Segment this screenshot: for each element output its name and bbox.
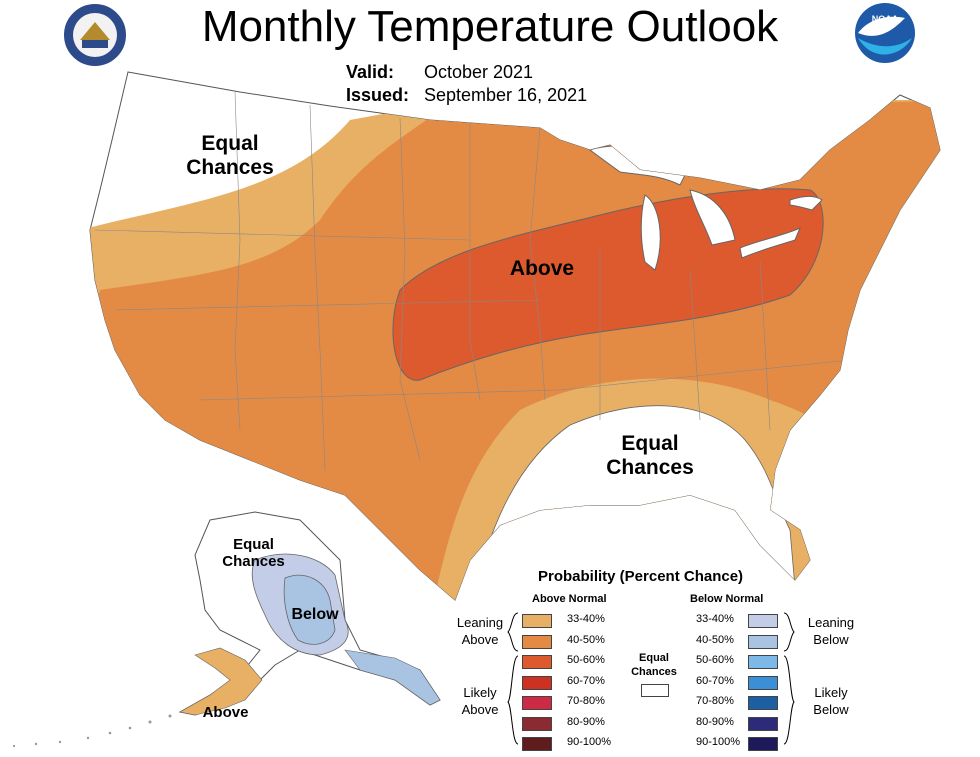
noaa-logo-text: NOAA — [872, 14, 899, 24]
legend-above-swatch — [522, 614, 552, 628]
legend-equal-swatch — [641, 684, 669, 697]
noaa-logo-icon — [855, 3, 915, 63]
valid-row: Valid: October 2021 — [346, 62, 533, 83]
legend-below-range: 40-50% — [696, 633, 734, 646]
legend-likely-below: Likely Below — [813, 685, 849, 717]
legend-above-swatch — [522, 696, 552, 710]
legend-below-header: Below Normal — [690, 593, 764, 605]
legend-above-swatch — [522, 716, 552, 731]
legend-above-range: 80-90% — [567, 715, 605, 728]
legend-above-swatch — [522, 655, 552, 669]
page-title: Monthly Temperature Outlook — [201, 2, 779, 51]
alaska-above-region — [179, 647, 263, 716]
legend-below-range: 60-70% — [696, 674, 734, 687]
region-label-center: Above — [509, 257, 575, 280]
legend-above-range: 90-100% — [567, 736, 612, 748]
issued-value: September 16, 2021 — [424, 85, 588, 105]
legend-below-range: 80-90% — [696, 715, 734, 728]
region-label-ak-top: Equal Chances — [222, 536, 285, 570]
legend-above-range: 40-50% — [567, 633, 605, 646]
legend-title: Probability (Percent Chance) — [538, 568, 744, 585]
legend-right-braces — [783, 612, 795, 745]
legend-above-swatch — [522, 737, 552, 751]
legend-below-swatch — [748, 614, 778, 628]
legend-leaning-below: Leaning Below — [807, 615, 855, 647]
legend-below-range: 33-40% — [696, 613, 734, 625]
legend-above-range: 60-70% — [567, 674, 605, 687]
issued-row: Issued: September 16, 2021 — [346, 85, 587, 106]
legend-above-swatch — [522, 634, 552, 649]
legend-below-range: 50-60% — [696, 654, 734, 666]
department-of-commerce-seal-icon — [62, 2, 128, 68]
legend-below-swatch — [748, 696, 778, 710]
alaska-panhandle-below — [344, 649, 441, 706]
legend-above-range: 33-40% — [567, 613, 605, 625]
legend-left-braces — [507, 612, 519, 745]
legend-below-swatch — [748, 655, 778, 669]
legend-below-range: 90-100% — [696, 736, 741, 748]
valid-label: Valid: — [346, 62, 395, 82]
valid-value: October 2021 — [424, 62, 534, 82]
legend-below-swatch — [748, 737, 778, 751]
region-label-nw: Equal Chances — [186, 132, 274, 179]
legend-below-swatch — [748, 716, 778, 731]
legend-above-range: 70-80% — [567, 695, 605, 707]
alaska-below-40-50 — [283, 574, 336, 645]
legend-below-swatch — [748, 675, 778, 690]
issued-label: Issued: — [346, 85, 410, 105]
legend-equal-label: Equal Chances — [631, 652, 677, 679]
legend-likely-above: Likely Above — [461, 685, 499, 717]
legend-below-swatch — [748, 634, 778, 649]
region-label-ak-above: Above — [202, 704, 249, 721]
legend-above-range: 50-60% — [567, 654, 605, 666]
legend-leaning-above: Leaning Above — [456, 615, 504, 647]
legend-above-header: Above Normal — [532, 593, 607, 605]
region-label-se: Equal Chances — [606, 432, 694, 479]
legend-below-range: 70-80% — [696, 695, 734, 707]
legend-above-swatch — [522, 675, 552, 690]
aleutian-islands — [12, 714, 172, 748]
region-label-ak-below: Below — [291, 606, 339, 623]
